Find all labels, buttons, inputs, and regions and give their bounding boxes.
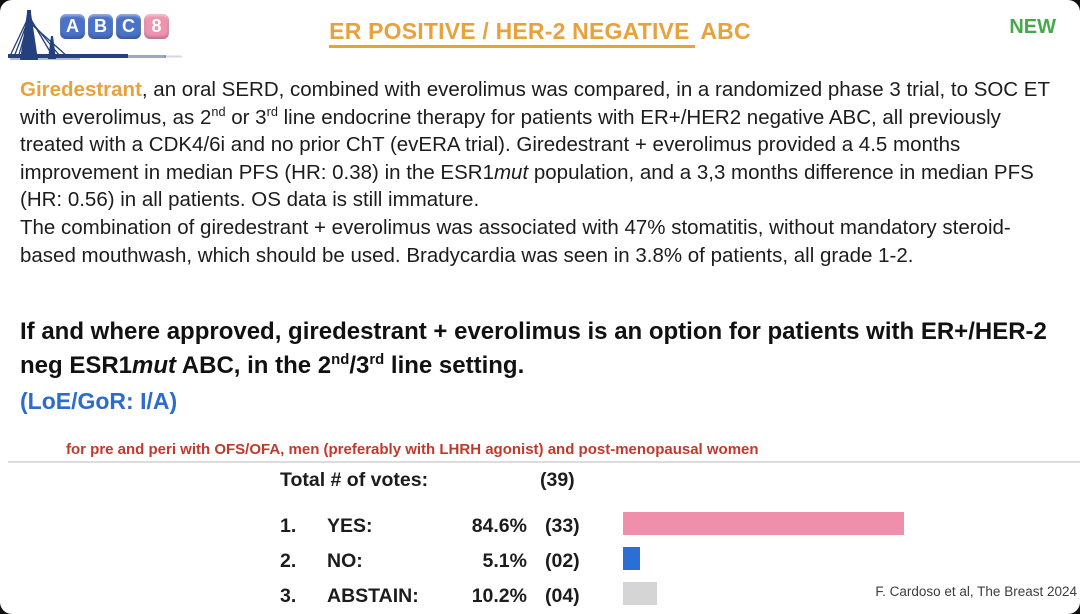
ordinal-sup: nd — [331, 352, 350, 368]
drug-name: Giredestrant — [20, 78, 142, 101]
intro-text: or 3 — [225, 105, 267, 129]
vote-num: 3. — [280, 585, 297, 607]
abc8-letter-blocks: A B C 8 — [60, 14, 169, 39]
loe-gor-label: (LoE/GoR: I/A) — [20, 388, 178, 414]
page-title: ER POSITIVE / HER-2 NEGATIVE ABC — [0, 18, 1080, 48]
vote-count: (02) — [545, 550, 580, 572]
ordinal-sup: nd — [211, 103, 226, 119]
votes-panel: Total # of votes: (39) 1. YES: 84.6% (33… — [280, 469, 1080, 614]
ordinal-sup: rd — [369, 352, 385, 368]
logo-letter-a: A — [60, 14, 85, 39]
vote-label: YES: — [327, 515, 373, 537]
esr1-mut-italic: mut — [493, 160, 529, 184]
divider-line — [8, 461, 1080, 463]
vote-row-abstain: 3. ABSTAIN: 10.2% (04) — [280, 582, 1080, 607]
intro-paragraphs: Giredestrant, an oral SERD, combined wit… — [20, 76, 1062, 269]
citation: F. Cardoso et al, The Breast 2024 — [875, 584, 1077, 599]
votes-header: Total # of votes: (39) — [280, 469, 1080, 493]
vote-bar-cell — [623, 547, 1080, 576]
vote-count: (04) — [545, 585, 580, 607]
vote-count: (33) — [545, 515, 580, 537]
vote-num: 2. — [280, 550, 297, 572]
intro-paragraph-1: Giredestrant, an oral SERD, combined wit… — [20, 76, 1062, 214]
ordinal-sup: rd — [266, 103, 278, 119]
page-title-underlined: ER POSITIVE / HER-2 NEGATIVE — [329, 18, 695, 48]
vote-bar-cell — [623, 512, 1080, 541]
vote-row-yes: 1. YES: 84.6% (33) — [280, 512, 1080, 537]
recommendation-statement: If and where approved, giredestrant + ev… — [20, 315, 1066, 418]
statement-text: If and where approved, giredestrant + ev… — [20, 318, 1047, 379]
vote-row-no: 2. NO: 5.1% (02) — [280, 547, 1080, 572]
vote-percent: 5.1% — [482, 550, 527, 572]
esr1-mut-italic: mut — [132, 352, 177, 379]
statement-text: line setting. — [384, 352, 525, 379]
vote-bar-yes — [623, 512, 904, 535]
logo-letter-b: B — [88, 14, 113, 39]
eligibility-note: for pre and peri with OFS/OFA, men (pref… — [66, 441, 759, 458]
bridge-icon — [8, 10, 182, 60]
vote-num: 1. — [280, 515, 297, 537]
vote-label: NO: — [327, 550, 363, 572]
vote-bar-cell — [623, 582, 1080, 611]
vote-percent: 84.6% — [471, 515, 527, 537]
votes-total-count: (39) — [540, 469, 575, 491]
new-badge: NEW — [1009, 16, 1056, 38]
vote-bar-no — [623, 547, 640, 570]
vote-label: ABSTAIN: — [327, 585, 419, 607]
statement-text: ABC, in the 2 — [176, 352, 332, 379]
vote-bar-abstain — [623, 582, 657, 605]
intro-text: population, and a 3,3 months difference … — [20, 160, 1034, 212]
votes-total-label: Total # of votes: — [280, 469, 429, 491]
intro-paragraph-2: The combination of giredestrant + everol… — [20, 215, 1011, 267]
page-title-suffix: ABC — [694, 18, 751, 44]
vote-percent: 10.2% — [471, 585, 527, 607]
statement-text: /3 — [349, 352, 370, 379]
intro-text: line endocrine therapy for patients with… — [20, 105, 1001, 184]
logo-letter-c: C — [116, 14, 141, 39]
abc8-logo: A B C 8 — [8, 6, 183, 64]
logo-number-8: 8 — [144, 14, 169, 39]
intro-text: , an oral SERD, combined with everolimus… — [20, 78, 1050, 129]
